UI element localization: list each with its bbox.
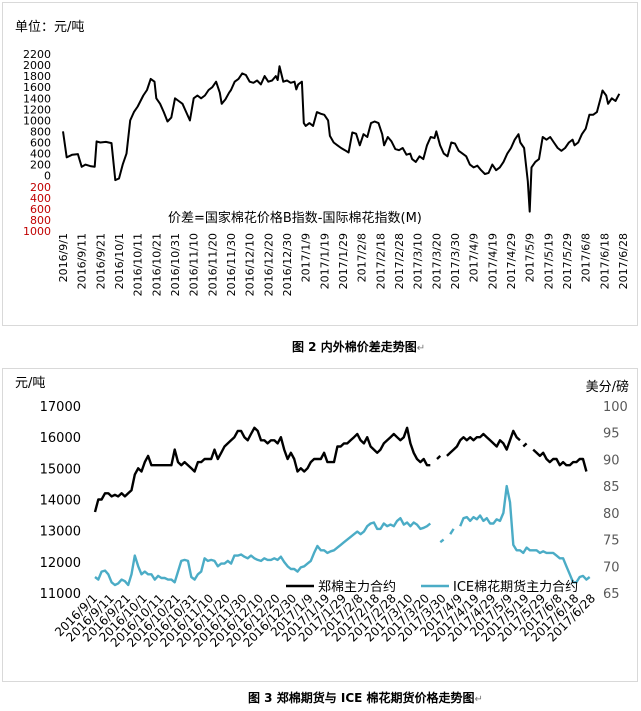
figure2-caption-text: 图 2 内外棉价差走势图: [292, 340, 417, 354]
y-right-tick-label: 90: [603, 453, 620, 468]
formula-annotation: 价差=国家棉花价格B指数-国际棉花指数(M): [168, 210, 422, 226]
y-tick-label: 1000: [23, 114, 51, 127]
y-right-tick-label: 65: [603, 587, 620, 602]
x-tick-label: 2016/12/20: [262, 233, 275, 296]
y-tick-label: 1400: [23, 92, 51, 105]
chart1-panel: 单位：元/吨 2200 2000 1800 1600 1400 1200 1000 800 600…: [2, 2, 638, 326]
x-tick-label: 2017/4/29: [505, 233, 518, 289]
legend-label: 郑棉主力合约: [318, 580, 396, 595]
x-tick-label: 2016/12/10: [244, 233, 257, 296]
x-tick-label: 2017/3/10: [412, 233, 425, 289]
price-spread-chart: 单位：元/吨2200200018001600140012001000800600…: [15, 20, 630, 296]
x-tick-label: 2017/3/20: [430, 233, 443, 289]
chart2-panel: 元/吨 美分/磅 17000 16000 15000 14000 13000 12000 110…: [2, 368, 638, 682]
y-tick-label: 200: [30, 181, 51, 194]
figure2-caption: 图 2 内外棉价差走势图↵: [292, 338, 425, 355]
x-tick-label: 2017/6/8: [580, 233, 593, 282]
figure3-caption: 图 3 郑棉期货与 ICE 棉花期货价格走势图↵: [248, 689, 483, 706]
x-tick-label: 2017/6/18: [598, 233, 611, 289]
y-left-tick-label: 16000: [40, 431, 81, 446]
y-left-tick-label: 11000: [40, 587, 81, 602]
y-tick-label: 600: [30, 137, 51, 150]
x-tick-label: 2016/10/1: [113, 233, 126, 289]
zce-series-line: [93, 426, 431, 513]
y-tick-label: 400: [30, 192, 51, 205]
x-tick-label: 2017/4/19: [486, 233, 499, 289]
y-left-tick-label: 14000: [40, 494, 81, 509]
x-tick-label: 2017/2/8: [356, 233, 369, 282]
x-tick-label: 2016/10/21: [150, 233, 163, 296]
y-right-tick-label: 95: [603, 427, 620, 442]
futures-price-chart: 元/吨 美分/磅 17000 16000 15000 14000 13000 12000 110…: [15, 376, 629, 650]
x-tick-label: 2017/2/18: [374, 233, 387, 289]
y-tick-label: 1600: [23, 81, 51, 94]
ice-series-line: [449, 528, 455, 535]
x-tick-label: 2016/10/31: [169, 233, 182, 296]
unit-label: 单位：元/吨: [15, 20, 84, 35]
y-right-tick-label: 80: [603, 507, 620, 522]
y-right-tick-label: 85: [603, 480, 620, 495]
x-tick-label: 2017/1/29: [337, 233, 350, 289]
legend-label: ICE棉花期货主力合约: [453, 579, 578, 595]
y-right-tick-label: 100: [603, 400, 628, 415]
y-tick-label: 1000: [23, 225, 51, 238]
x-tick-label: 2016/11/10: [188, 233, 201, 296]
y-left-tick-label: 17000: [40, 400, 81, 415]
x-tick-label: 2016/9/21: [94, 233, 107, 289]
right-unit-label: 美分/磅: [586, 379, 629, 395]
y-tick-label: 600: [30, 203, 51, 216]
y-tick-label: 1200: [23, 103, 51, 116]
x-tick-label: 2016/9/1: [57, 233, 70, 282]
x-tick-label: 2017/1/19: [318, 233, 331, 289]
y-tick-label: 2000: [23, 59, 51, 72]
x-tick-label: 2017/5/19: [542, 233, 555, 289]
y-tick-label: 0: [44, 170, 51, 183]
paragraph-mark-icon: ↵: [416, 343, 426, 354]
x-tick-label: 2017/3/30: [449, 233, 462, 289]
zce-series-line: [436, 455, 442, 460]
x-tick-label: 2017/5/9: [524, 233, 537, 282]
x-tick-label: 2016/9/11: [76, 233, 89, 289]
x-tick-label: 2016/11/30: [225, 233, 238, 296]
x-tick-label: 2017/6/28: [617, 233, 630, 289]
x-tick-label: 2016/10/11: [132, 233, 145, 296]
y-right-tick-label: 75: [603, 534, 620, 549]
y-tick-label: 200: [30, 159, 51, 172]
x-tick-label: 2017/5/29: [561, 233, 574, 289]
ice-series-line: [94, 517, 432, 587]
y-right-tick-label: 70: [603, 560, 620, 575]
zce-series-line: [446, 429, 521, 457]
zce-series-line: [522, 442, 528, 448]
spread-series-line: [62, 65, 621, 213]
x-tick-label: 2017/1/9: [300, 233, 313, 282]
y-left-tick-label: 15000: [40, 462, 81, 477]
paragraph-mark-icon: ↵: [474, 694, 483, 705]
left-unit-label: 元/吨: [15, 376, 45, 391]
zce-series-line: [532, 448, 588, 472]
x-tick-label: 2016/12/30: [281, 233, 294, 296]
y-tick-label: 800: [30, 214, 51, 227]
ice-series-line: [439, 538, 445, 544]
x-tick-label: 2017/4/9: [468, 233, 481, 282]
y-left-tick-label: 13000: [40, 525, 81, 540]
y-tick-label: 1800: [23, 70, 51, 83]
y-tick-label: 800: [30, 125, 51, 138]
ice-series-line: [459, 484, 591, 584]
x-tick-label: 2017/2/28: [393, 233, 406, 289]
y-left-tick-label: 12000: [40, 556, 81, 571]
y-tick-label: 400: [30, 148, 51, 161]
figure3-caption-text: 图 3 郑棉期货与 ICE 棉花期货价格走势图: [248, 691, 475, 705]
y-tick-label: 2200: [23, 48, 51, 61]
x-tick-label: 2016/11/20: [206, 233, 219, 296]
